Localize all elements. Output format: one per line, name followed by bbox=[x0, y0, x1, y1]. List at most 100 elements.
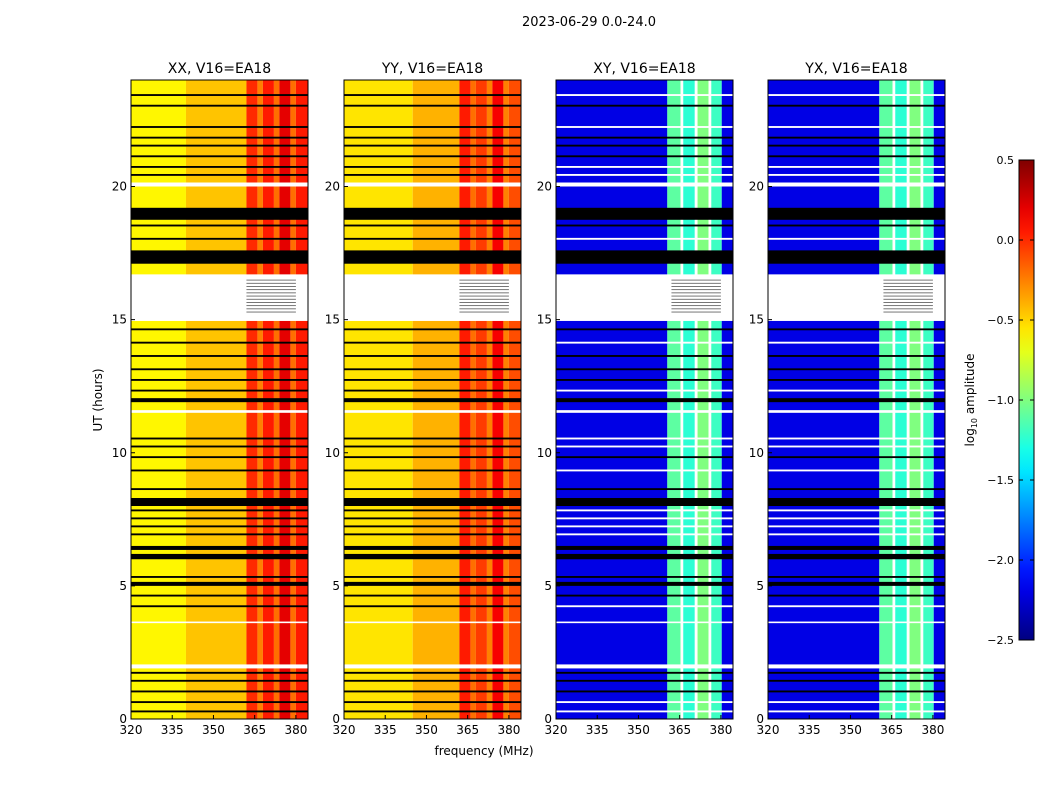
flagged-row-line bbox=[459, 302, 509, 303]
flagged-row bbox=[556, 355, 733, 357]
flagged-row bbox=[768, 207, 945, 220]
flagged-row bbox=[556, 671, 733, 674]
flagged-row bbox=[131, 701, 308, 704]
flagged-row bbox=[768, 104, 945, 107]
flagged-row bbox=[344, 664, 521, 669]
flagged-row bbox=[768, 621, 945, 624]
flagged-row bbox=[768, 545, 945, 550]
y-tick-label: 20 bbox=[749, 180, 764, 194]
flagged-row-line bbox=[671, 279, 721, 281]
y-tick-label: 5 bbox=[332, 579, 340, 593]
flagged-row bbox=[768, 126, 945, 128]
flagged-row-line bbox=[459, 295, 509, 297]
flagged-row-line bbox=[459, 279, 509, 281]
x-tick-label: 335 bbox=[798, 723, 821, 737]
flagged-row bbox=[344, 389, 521, 392]
flagged-row bbox=[556, 525, 733, 528]
flagged-row-line bbox=[671, 289, 721, 291]
flagged-row bbox=[556, 445, 733, 448]
flagged-row bbox=[344, 594, 521, 597]
flagged-row-line bbox=[459, 311, 509, 313]
flagged-row bbox=[556, 104, 733, 107]
x-tick-label: 365 bbox=[668, 723, 691, 737]
flagged-row-line bbox=[883, 305, 933, 307]
flagged-row bbox=[131, 545, 308, 550]
flagged-row bbox=[556, 690, 733, 693]
flagged-row bbox=[344, 469, 521, 472]
flagged-row bbox=[131, 525, 308, 528]
flagged-row bbox=[131, 679, 308, 682]
flagged-row-line bbox=[459, 308, 509, 310]
panel-frame bbox=[555, 79, 734, 720]
y-tick-label: 15 bbox=[749, 313, 764, 327]
flagged-row bbox=[556, 581, 733, 586]
flagged-row bbox=[344, 250, 521, 264]
flagged-row bbox=[768, 173, 945, 176]
flagged-row bbox=[344, 144, 521, 147]
flagged-row bbox=[131, 355, 308, 357]
flagged-row bbox=[344, 690, 521, 693]
flagged-row bbox=[131, 498, 308, 506]
flagged-row bbox=[556, 237, 733, 240]
colorbar-label-sub: 10 bbox=[970, 418, 979, 428]
flagged-row bbox=[768, 368, 945, 371]
flagged-row bbox=[131, 144, 308, 147]
y-tick-label: 20 bbox=[112, 180, 127, 194]
y-tick-label: 0 bbox=[119, 712, 127, 726]
flagged-row bbox=[344, 182, 521, 187]
colorbar-tick-label: −2.0 bbox=[987, 554, 1014, 567]
flagged-row bbox=[131, 488, 308, 491]
flagged-row bbox=[556, 389, 733, 392]
colorbar-tick-label: 0.5 bbox=[997, 154, 1015, 167]
flagged-row bbox=[344, 165, 521, 168]
flagged-row-line bbox=[246, 305, 296, 307]
flagged-row-line bbox=[671, 295, 721, 297]
y-tick-label: 20 bbox=[537, 180, 552, 194]
flagged-row-line bbox=[459, 282, 509, 284]
colorbar: 0.5 0.0 −0.5 −1.0 −1.5 −2.0 −2.5 bbox=[987, 154, 1035, 647]
panel-title: YX, V16=EA18 bbox=[804, 61, 907, 77]
flagged-row bbox=[131, 576, 308, 578]
flagged-row-line bbox=[246, 289, 296, 291]
flagged-row bbox=[131, 664, 308, 669]
flagged-row bbox=[131, 594, 308, 597]
y-tick-label: 10 bbox=[537, 446, 552, 460]
flagged-row bbox=[344, 445, 521, 448]
flagged-row bbox=[768, 456, 945, 459]
flagged-row bbox=[556, 182, 733, 187]
y-tick-label: 15 bbox=[537, 313, 552, 327]
flagged-row bbox=[344, 136, 521, 139]
flagged-row-line bbox=[246, 298, 296, 300]
flagged-row bbox=[131, 173, 308, 176]
colorbar-tick-label: −1.5 bbox=[987, 474, 1014, 487]
flagged-row-line bbox=[246, 295, 296, 297]
flagged-row bbox=[768, 389, 945, 392]
flagged-row bbox=[556, 155, 733, 158]
flagged-row-line bbox=[671, 302, 721, 303]
flagged-row bbox=[131, 182, 308, 187]
colorbar-label-main: log bbox=[963, 428, 977, 446]
flagged-row-line bbox=[459, 305, 509, 307]
flagged-row-line bbox=[246, 279, 296, 281]
flagged-row bbox=[131, 469, 308, 472]
flagged-row bbox=[131, 553, 308, 560]
panel-title: YY, V16=EA18 bbox=[381, 61, 483, 77]
colorbar-label: log10 amplitude bbox=[963, 354, 979, 447]
y-tick-label: 5 bbox=[544, 579, 552, 593]
flagged-row bbox=[344, 237, 521, 240]
flagged-row bbox=[131, 94, 308, 96]
flagged-row bbox=[131, 368, 308, 371]
flagged-row bbox=[344, 679, 521, 682]
flagged-row bbox=[131, 410, 308, 413]
flagged-row bbox=[768, 328, 945, 331]
flagged-row bbox=[768, 517, 945, 520]
flagged-row bbox=[556, 328, 733, 331]
flagged-row bbox=[556, 701, 733, 704]
flagged-row bbox=[768, 445, 945, 448]
flagged-row bbox=[768, 341, 945, 344]
flagged-row bbox=[768, 509, 945, 512]
flagged-row bbox=[768, 605, 945, 608]
flagged-row bbox=[768, 165, 945, 168]
y-tick-label: 20 bbox=[325, 180, 340, 194]
